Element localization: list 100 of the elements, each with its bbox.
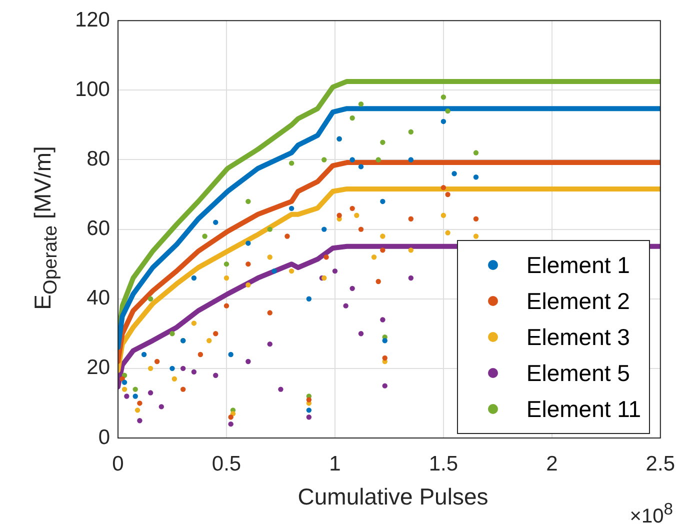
point — [350, 286, 355, 292]
y-tick-label: 20 — [86, 356, 110, 380]
point — [213, 220, 218, 225]
point — [380, 234, 386, 239]
point — [408, 275, 414, 281]
point — [228, 414, 234, 420]
y-tick-label: 40 — [86, 286, 110, 310]
point — [382, 355, 388, 361]
x-tick-label: 1 — [329, 452, 341, 476]
point — [445, 230, 450, 236]
point — [170, 331, 175, 336]
point — [445, 192, 450, 198]
point — [306, 296, 312, 302]
point — [473, 174, 479, 180]
x-tick-label: 2 — [546, 452, 558, 476]
point — [408, 248, 414, 253]
point — [382, 383, 388, 388]
point — [148, 366, 154, 372]
point — [288, 160, 294, 166]
point — [306, 408, 312, 413]
point — [408, 216, 414, 222]
point — [224, 303, 230, 308]
point — [228, 352, 234, 358]
point — [267, 254, 272, 260]
point — [408, 129, 414, 135]
point — [371, 254, 377, 260]
point — [440, 212, 446, 218]
point — [473, 216, 479, 222]
point — [336, 212, 342, 218]
point — [137, 400, 142, 406]
point — [122, 380, 128, 385]
point — [440, 94, 446, 100]
point — [246, 240, 251, 246]
point — [206, 338, 212, 344]
point — [246, 358, 251, 364]
point — [228, 421, 234, 427]
point — [191, 275, 197, 281]
point — [380, 198, 386, 204]
point — [350, 206, 355, 212]
x-axis-title: Cumulative Pulses — [298, 484, 488, 510]
point — [172, 376, 178, 382]
point — [154, 358, 160, 364]
point — [473, 234, 479, 239]
x-tick-label: 2.5 — [646, 452, 676, 476]
point — [358, 101, 364, 107]
point — [272, 268, 277, 274]
point — [322, 157, 327, 162]
point — [170, 366, 175, 372]
legend-label: Element 2 — [526, 288, 630, 314]
y-tick-label: 0 — [98, 426, 110, 449]
point — [376, 157, 381, 162]
point — [246, 282, 251, 288]
point — [473, 150, 479, 156]
y-tick-label: 80 — [86, 148, 110, 171]
point — [324, 254, 329, 260]
point — [440, 184, 446, 190]
point — [278, 386, 284, 392]
point — [445, 108, 450, 114]
point — [148, 296, 154, 302]
point — [380, 140, 386, 145]
point — [306, 414, 312, 420]
text: ×10$^{8}$ — [630, 500, 673, 526]
point — [191, 320, 197, 326]
legend-label: Element 3 — [526, 324, 630, 350]
point — [343, 303, 348, 308]
point — [382, 338, 388, 344]
point — [452, 171, 457, 176]
legend-label: Element 5 — [526, 360, 630, 386]
point — [180, 386, 186, 392]
point — [288, 206, 294, 212]
point — [246, 261, 251, 267]
point — [267, 341, 272, 347]
point — [198, 352, 204, 358]
point — [132, 386, 138, 392]
point — [440, 118, 446, 124]
point — [267, 226, 272, 232]
point — [267, 310, 272, 316]
point — [288, 268, 294, 274]
point — [322, 226, 327, 232]
point — [376, 278, 381, 284]
point — [132, 394, 138, 399]
point — [224, 261, 230, 267]
point — [358, 331, 364, 336]
point — [408, 157, 414, 162]
point — [148, 390, 154, 396]
point — [380, 317, 386, 322]
y-tick-label: 120 — [74, 8, 110, 32]
point — [358, 226, 364, 232]
x-tick-label: 0.5 — [212, 452, 242, 476]
point — [124, 394, 130, 399]
point — [246, 198, 251, 204]
y-tick-label: 60 — [86, 217, 110, 240]
y-tick-label: 100 — [74, 78, 110, 101]
point — [380, 248, 386, 253]
point — [158, 404, 164, 410]
point — [350, 157, 355, 162]
point — [213, 372, 218, 378]
point — [354, 212, 360, 218]
point — [284, 234, 290, 239]
legend-label: Element 1 — [526, 252, 630, 278]
